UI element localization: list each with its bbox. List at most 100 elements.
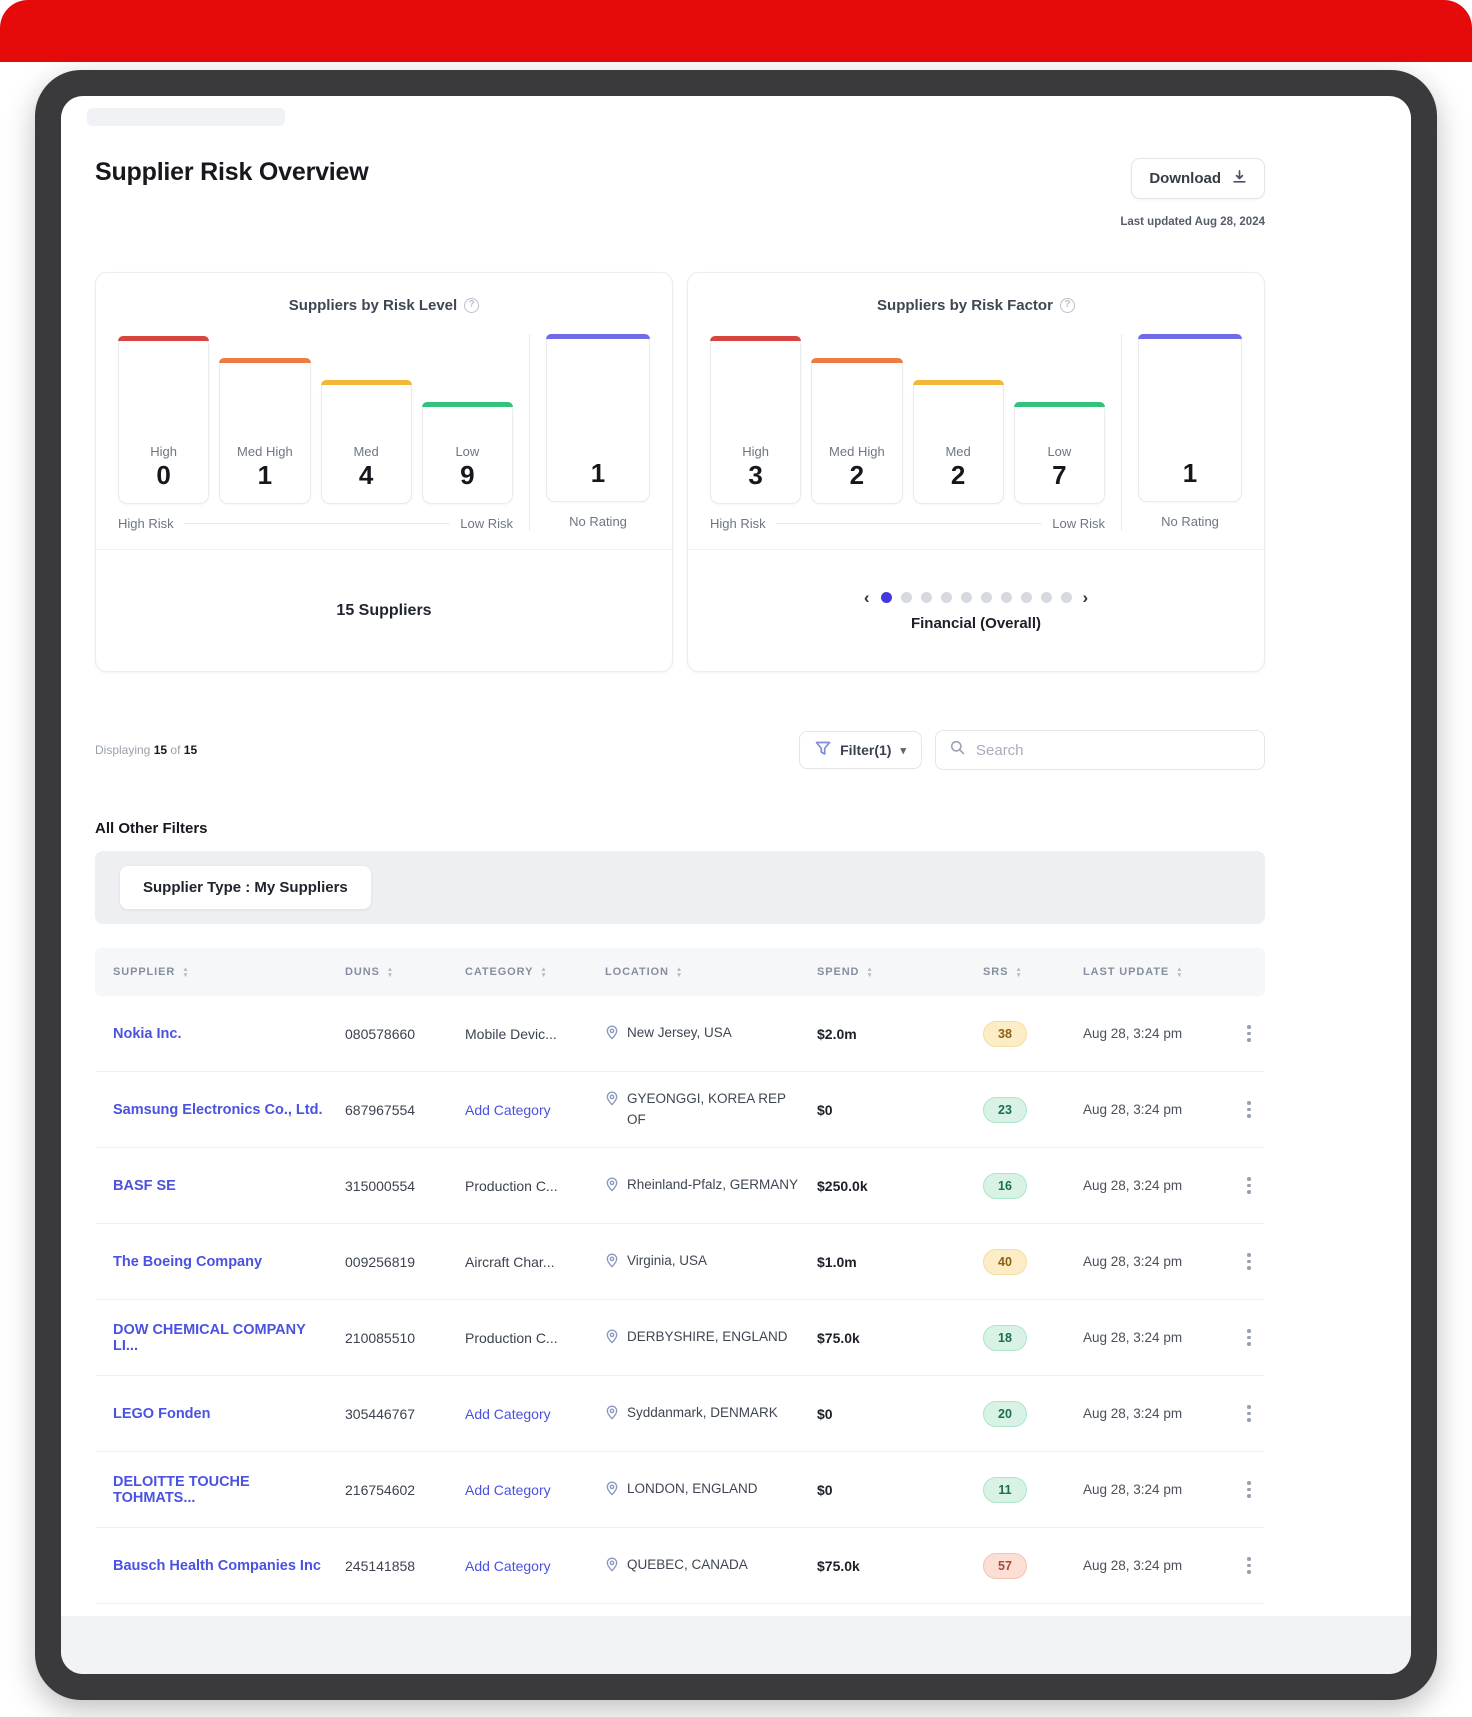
level-card-med-high: Med High 2 — [811, 358, 903, 504]
srs-badge: 20 — [983, 1400, 1027, 1427]
supplier-link[interactable]: LEGO Fonden — [113, 1405, 211, 1422]
supplier-type-filter-chip[interactable]: Supplier Type : My Suppliers — [120, 866, 371, 909]
location-pin-icon — [606, 1329, 618, 1344]
spend-value: $0 — [817, 1481, 833, 1498]
supplier-link[interactable]: DELOITTE TOUCHE TOHMATS... — [113, 1473, 250, 1506]
location-pin-icon — [606, 1481, 618, 1496]
supplier-link[interactable]: BASF SE — [113, 1177, 176, 1194]
carousel-dot[interactable] — [900, 592, 912, 603]
level-band — [1013, 402, 1105, 407]
chevron-right-icon[interactable]: › — [1082, 588, 1089, 607]
level-value: 7 — [1052, 460, 1067, 490]
location-pin-icon — [606, 1557, 618, 1572]
add-category-link[interactable]: Add Category — [465, 1481, 551, 1498]
carousel-dot[interactable] — [980, 592, 992, 603]
carousel-dot[interactable] — [1060, 592, 1072, 603]
info-icon[interactable]: ? — [464, 298, 480, 313]
filter-button[interactable]: Filter(1) ▾ — [799, 731, 922, 769]
level-band — [710, 336, 802, 341]
kebab-menu-icon[interactable] — [1241, 1400, 1257, 1428]
supplier-link[interactable]: DOW CHEMICAL COMPANY LI... — [113, 1321, 306, 1354]
level-band — [546, 334, 650, 339]
filter-button-label: Filter(1) — [840, 742, 892, 758]
level-label: High — [150, 444, 177, 459]
carousel-dot[interactable] — [1000, 592, 1012, 603]
add-category-link[interactable]: Add Category — [465, 1405, 551, 1422]
download-button[interactable]: Download — [1131, 158, 1265, 199]
column-header-location[interactable]: LOCATION ▲ ▼ — [605, 965, 684, 979]
spend-value: $75.0k — [817, 1557, 860, 1574]
scale-line — [183, 523, 451, 524]
category-value: Aircraft Char... — [465, 1253, 555, 1270]
scale-line — [775, 523, 1043, 524]
supplier-link[interactable]: Nokia Inc. — [113, 1025, 182, 1042]
page-title: Supplier Risk Overview — [95, 158, 369, 186]
level-label: Med — [945, 444, 971, 459]
level-band — [219, 358, 311, 363]
location-cell: New Jersey, USA — [605, 1023, 817, 1044]
location-cell: Virginia, USA — [605, 1251, 817, 1272]
add-category-link[interactable]: Add Category — [465, 1557, 551, 1574]
last-update-value: Aug 28, 3:24 pm — [1083, 1026, 1183, 1041]
location-pin-icon — [606, 1177, 618, 1192]
suppliers-count: 15 Suppliers — [336, 601, 432, 619]
column-header-srs[interactable]: SRS ▲ ▼ — [983, 965, 1023, 979]
column-header-duns[interactable]: DUNS ▲ ▼ — [345, 965, 395, 979]
level-card-low: Low 9 — [421, 402, 513, 504]
carousel-label: Financial (Overall) — [910, 615, 1042, 632]
location-value: QUEBEC, CANADA — [627, 1557, 748, 1573]
kebab-menu-icon[interactable] — [1241, 1096, 1257, 1124]
page-footer-strip — [61, 1616, 1411, 1674]
level-value: 3 — [748, 460, 763, 490]
column-header-category[interactable]: CATEGORY ▲ ▼ — [465, 965, 548, 979]
column-header-supplier[interactable]: SUPPLIER ▲ ▼ — [113, 965, 190, 979]
column-header-last-update[interactable]: LAST UPDATE ▲ ▼ — [1083, 965, 1184, 979]
kebab-menu-icon[interactable] — [1241, 1172, 1257, 1200]
table-row: BASF SE 315000554 Production C... Rheinl… — [95, 1148, 1265, 1224]
kebab-menu-icon[interactable] — [1241, 1020, 1257, 1048]
srs-badge: 18 — [983, 1324, 1027, 1351]
srs-badge: 40 — [983, 1248, 1027, 1275]
spend-value: $250.0k — [817, 1177, 868, 1194]
search-input[interactable] — [976, 741, 1250, 759]
location-cell: Syddanmark, DENMARK — [605, 1403, 817, 1424]
kebab-menu-icon[interactable] — [1241, 1324, 1257, 1352]
carousel-dot[interactable] — [1020, 592, 1032, 603]
info-icon[interactable]: ? — [1059, 298, 1075, 313]
column-header-spend[interactable]: SPEND ▲ ▼ — [817, 965, 874, 979]
level-card-no-rating: 1 — [1138, 334, 1242, 502]
search-icon — [950, 740, 965, 760]
kebab-menu-icon[interactable] — [1241, 1476, 1257, 1504]
carousel-dot[interactable] — [920, 592, 932, 603]
srs-badge: 16 — [983, 1172, 1027, 1199]
level-label: Low — [455, 444, 480, 459]
level-value: 4 — [358, 460, 374, 490]
carousel-dot-active[interactable] — [880, 592, 892, 603]
location-pin-icon — [606, 1405, 618, 1420]
chevron-left-icon[interactable]: ‹ — [863, 588, 870, 607]
supplier-link[interactable]: The Boeing Company — [113, 1253, 263, 1270]
level-value: 2 — [849, 460, 865, 490]
sort-icon: ▲ ▼ — [675, 965, 684, 979]
location-value: Virginia, USA — [627, 1253, 708, 1269]
carousel-dot[interactable] — [1040, 592, 1052, 603]
page-header: Supplier Risk Overview Download Last upd… — [95, 158, 1265, 228]
supplier-link[interactable]: Samsung Electronics Co., Ltd. — [113, 1101, 323, 1118]
add-category-link[interactable]: Add Category — [465, 1101, 551, 1118]
kebab-menu-icon[interactable] — [1241, 1248, 1257, 1276]
spend-value: $2.0m — [817, 1025, 857, 1042]
displaying-of: of — [170, 743, 181, 757]
kebab-menu-icon[interactable] — [1241, 1552, 1257, 1580]
supplier-link[interactable]: Bausch Health Companies Inc — [113, 1557, 321, 1574]
sort-icon: ▲ ▼ — [182, 965, 190, 979]
active-filters-band: Supplier Type : My Suppliers — [95, 851, 1265, 924]
scale-low-risk-label: Low Risk — [1052, 516, 1105, 531]
displaying-total: 15 — [183, 743, 198, 757]
carousel-dot[interactable] — [960, 592, 972, 603]
level-label: Low — [1047, 444, 1072, 459]
duns-value: 687967554 — [345, 1101, 416, 1118]
table-row: DELOITTE TOUCHE TOHMATS... 216754602 Add… — [95, 1452, 1265, 1528]
no-rating-label: No Rating — [569, 514, 627, 529]
srs-badge: 38 — [983, 1020, 1027, 1047]
carousel-dot[interactable] — [940, 592, 952, 603]
